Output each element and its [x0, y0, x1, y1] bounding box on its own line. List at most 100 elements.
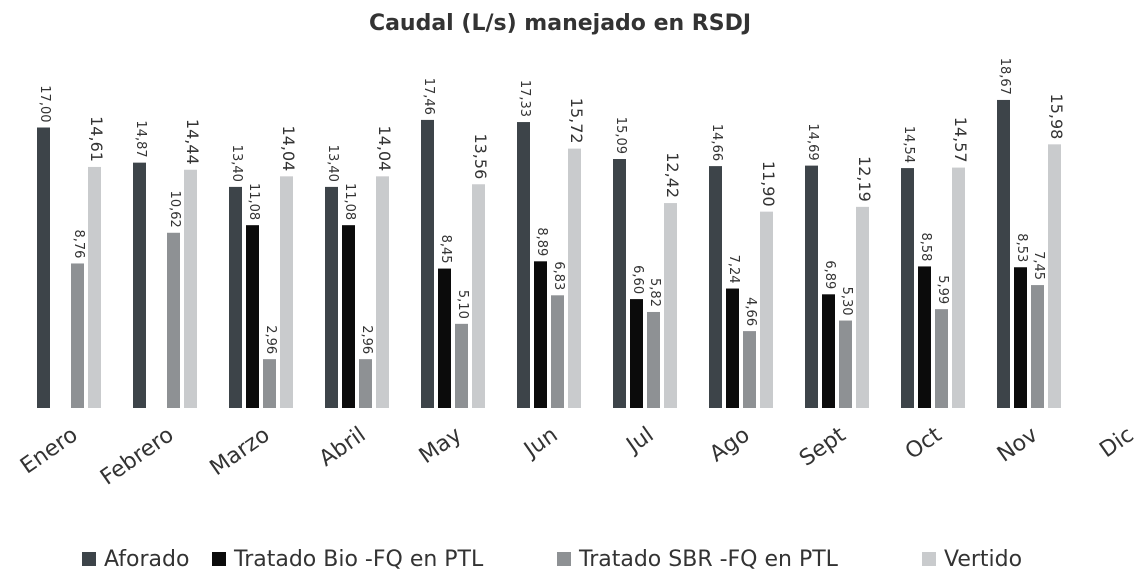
x-tick-label: Sept [795, 422, 851, 471]
data-label: 13,40 [229, 145, 244, 182]
bar [630, 299, 643, 408]
x-tick-label: Dic [1095, 422, 1135, 463]
data-label: 15,72 [567, 98, 586, 144]
data-label: 11,08 [246, 183, 261, 220]
data-label: 17,00 [37, 85, 52, 122]
bar [325, 186, 338, 408]
bar [760, 211, 773, 408]
data-label: 15,09 [613, 117, 628, 154]
bar [856, 206, 869, 408]
bar [246, 225, 259, 408]
x-tick-label: Jul [621, 422, 659, 459]
data-label: 2,96 [263, 325, 278, 354]
bar [551, 295, 564, 408]
bar [952, 167, 965, 408]
bar [743, 331, 756, 408]
bar [822, 294, 835, 408]
legend-swatch [922, 552, 936, 566]
x-tick-label: Ago [705, 422, 754, 467]
data-label: 8,76 [71, 230, 86, 259]
bar [472, 184, 485, 408]
bar [133, 162, 146, 408]
bar [359, 359, 372, 408]
data-label: 14,66 [709, 124, 724, 161]
x-tick-label: May [415, 422, 467, 469]
data-label: 11,90 [759, 161, 778, 207]
data-label: 17,46 [421, 78, 436, 115]
bar [376, 176, 389, 408]
legend-label: Tratado SBR -FQ en PTL [578, 547, 839, 572]
data-label: 14,54 [901, 126, 916, 163]
bar [709, 166, 722, 408]
legend-label: Aforado [104, 547, 189, 572]
data-label: 5,82 [647, 278, 662, 307]
bar [613, 159, 626, 408]
data-label: 14,57 [951, 117, 970, 163]
bar [901, 168, 914, 408]
legend-swatch [557, 552, 571, 566]
data-label: 2,96 [359, 325, 374, 354]
data-label: 4,66 [743, 297, 758, 326]
bar [647, 311, 660, 408]
data-label: 13,56 [471, 133, 490, 179]
bar [167, 232, 180, 408]
legend-label: Vertido [944, 547, 1022, 572]
chart-title: Caudal (L/s) manejado en RSDJ [369, 11, 751, 36]
bar [534, 261, 547, 408]
x-tick-label: Nov [993, 422, 1043, 467]
bar [935, 309, 948, 408]
x-tick-label: Jun [518, 422, 562, 463]
bar [1014, 267, 1027, 408]
bar [342, 225, 355, 408]
bar [421, 119, 434, 408]
data-label: 10,62 [167, 191, 182, 228]
data-label: 8,89 [534, 227, 549, 256]
data-label: 12,19 [855, 156, 874, 202]
bar [455, 323, 468, 408]
bar [88, 166, 101, 408]
bar [726, 288, 739, 408]
x-tick-label: Enero [16, 422, 82, 479]
data-label: 14,44 [183, 119, 202, 165]
bar [280, 176, 293, 408]
data-label: 5,99 [935, 275, 950, 304]
data-label: 14,69 [805, 123, 820, 160]
data-label: 18,67 [997, 58, 1012, 95]
bar [229, 186, 242, 408]
data-label: 14,04 [279, 126, 298, 172]
data-label: 7,24 [726, 255, 741, 284]
legend-swatch [212, 552, 226, 566]
data-label: 14,61 [87, 116, 106, 162]
bar [517, 122, 530, 409]
data-label: 5,10 [455, 290, 470, 319]
bar [1031, 285, 1044, 408]
data-label: 6,89 [822, 260, 837, 289]
x-tick-label: Oct [901, 422, 947, 465]
bar [805, 165, 818, 408]
data-label: 14,87 [133, 120, 148, 157]
data-label: 5,30 [839, 287, 854, 316]
bar [664, 203, 677, 408]
bar [438, 268, 451, 408]
data-label: 17,33 [517, 80, 532, 117]
bar [263, 359, 276, 408]
x-tick-label: Febrero [96, 422, 178, 490]
data-label: 11,08 [342, 183, 357, 220]
data-label: 8,53 [1014, 233, 1029, 262]
legend-swatch [82, 552, 96, 566]
data-label: 15,98 [1047, 94, 1066, 140]
bar [839, 320, 852, 408]
bar [71, 263, 84, 408]
x-tick-label: Abril [315, 422, 371, 471]
data-label: 13,40 [325, 145, 340, 182]
legend-label: Tratado Bio -FQ en PTL [233, 547, 484, 572]
bar [37, 127, 50, 408]
data-label: 6,60 [630, 265, 645, 294]
bar [568, 148, 581, 408]
bar [918, 266, 931, 408]
bar [997, 99, 1010, 408]
data-label: 6,83 [551, 261, 566, 290]
data-label: 12,42 [663, 152, 682, 198]
bar [184, 169, 197, 408]
